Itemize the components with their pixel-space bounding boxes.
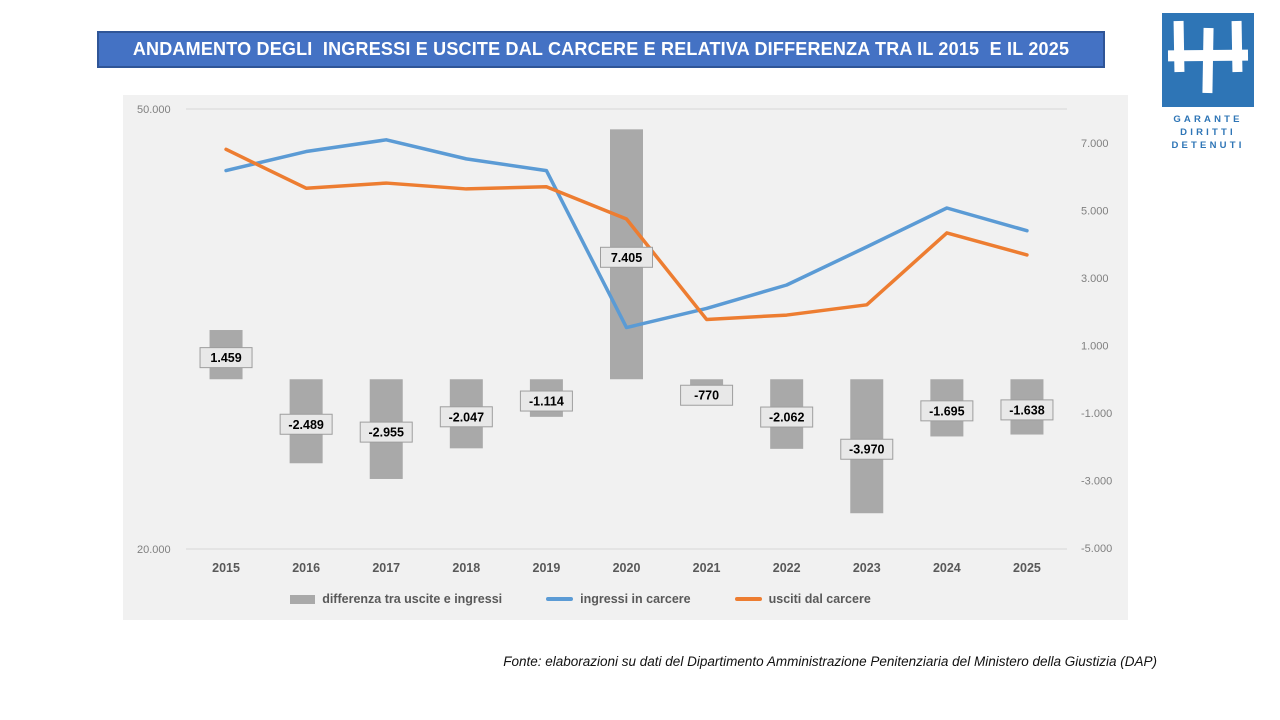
legend-line-swatch — [546, 597, 574, 601]
bar-label-box-2018 — [439, 406, 493, 428]
bar-label-box-2021 — [680, 384, 734, 406]
bar-label-box-2020 — [600, 246, 653, 268]
combo-chart: 1.459 -2.489 -2.955 -2.047 -1.114 7.405 -770 -2… — [137, 104, 1112, 575]
bar-label-box-2025 — [1000, 399, 1054, 421]
bar-label-box-2024 — [920, 400, 974, 422]
right-axis-tick: 5.000 — [1081, 206, 1109, 218]
bar-label-box-2016 — [279, 413, 333, 435]
right-axis-tick: -3.000 — [1081, 476, 1112, 488]
bar-label-box-2017 — [359, 421, 413, 443]
legend-item-2: usciti dal carcere — [734, 592, 871, 606]
year-label-2025: 2025 — [1013, 561, 1041, 575]
right-axis-tick: 7.000 — [1081, 138, 1109, 150]
year-label-2016: 2016 — [292, 561, 320, 575]
logo-caption-line3: DETENUTI — [1171, 140, 1245, 151]
year-label-2022: 2022 — [773, 561, 801, 575]
legend-label-1: ingressi in carcere — [580, 592, 691, 606]
source-note: Fonte: elaborazioni su dati del Dipartim… — [503, 654, 1157, 669]
bar-label-2015: 1.459 — [210, 351, 241, 365]
bar-label-2016: -2.489 — [288, 418, 323, 432]
bar-label-box-2015 — [199, 347, 253, 369]
bar-label-2021: -770 — [694, 389, 719, 403]
bar-label-2023: -3.970 — [849, 443, 884, 457]
year-label-2021: 2021 — [693, 561, 721, 575]
bar-label-2017: -2.955 — [369, 426, 404, 440]
title-banner: ANDAMENTO DEGLI INGRESSI E USCITE DAL CA… — [97, 31, 1105, 68]
line-usciti — [224, 147, 1029, 322]
bar-label-2025: -1.638 — [1009, 403, 1044, 417]
year-label-2023: 2023 — [853, 561, 881, 575]
year-label-2024: 2024 — [933, 561, 961, 575]
right-axis-tick: 1.000 — [1081, 341, 1109, 353]
year-label-2020: 2020 — [613, 561, 641, 575]
legend-line-swatch — [734, 597, 762, 601]
logo-caption-line1: GARANTE — [1173, 114, 1243, 125]
garante-logo: GARANTE DIRITTI DETENUTI — [1161, 13, 1255, 152]
legend-item-0: differenza tra uscite e ingressi — [290, 592, 502, 606]
page-title: ANDAMENTO DEGLI INGRESSI E USCITE DAL CA… — [132, 39, 1070, 59]
chart-legend: differenza tra uscite e ingressi ingressi… — [123, 588, 1038, 610]
bar-label-2019: -1.114 — [529, 395, 564, 409]
legend-item-1: ingressi in carcere — [546, 592, 691, 606]
right-axis-tick: -5.000 — [1081, 543, 1112, 555]
bar-label-2024: -1.695 — [929, 404, 964, 418]
bar-label-2018: -2.047 — [449, 410, 484, 424]
logo-caption-line2: DIRITTI — [1180, 127, 1236, 138]
left-axis-tick: 50.000 — [137, 104, 171, 116]
logo-mark — [1162, 13, 1254, 107]
year-label-2017: 2017 — [372, 561, 400, 575]
legend-label-2: usciti dal carcere — [768, 592, 871, 606]
bar-label-box-2022 — [760, 406, 814, 428]
legend-label-0: differenza tra uscite e ingressi — [322, 592, 503, 606]
bar-label-box-2019 — [519, 390, 573, 412]
logo-caption: GARANTE DIRITTI DETENUTI — [1161, 113, 1255, 152]
chart-area: 1.459 -2.489 -2.955 -2.047 -1.114 7.405 -770 -2… — [123, 95, 1128, 620]
line-ingressi — [224, 138, 1029, 330]
right-axis-tick: 3.000 — [1081, 273, 1109, 285]
bar-label-2022: -2.062 — [769, 411, 804, 425]
bar-label-box-2023 — [840, 438, 894, 460]
right-axis-tick: -1.000 — [1081, 408, 1112, 420]
left-axis-tick: 20.000 — [137, 544, 171, 556]
year-label-2015: 2015 — [212, 561, 240, 575]
year-label-2018: 2018 — [452, 561, 480, 575]
bar-label-2020: 7.405 — [611, 251, 642, 265]
year-label-2019: 2019 — [533, 561, 561, 575]
legend-bar-swatch — [290, 594, 316, 604]
prison-window-icon — [1167, 20, 1249, 94]
